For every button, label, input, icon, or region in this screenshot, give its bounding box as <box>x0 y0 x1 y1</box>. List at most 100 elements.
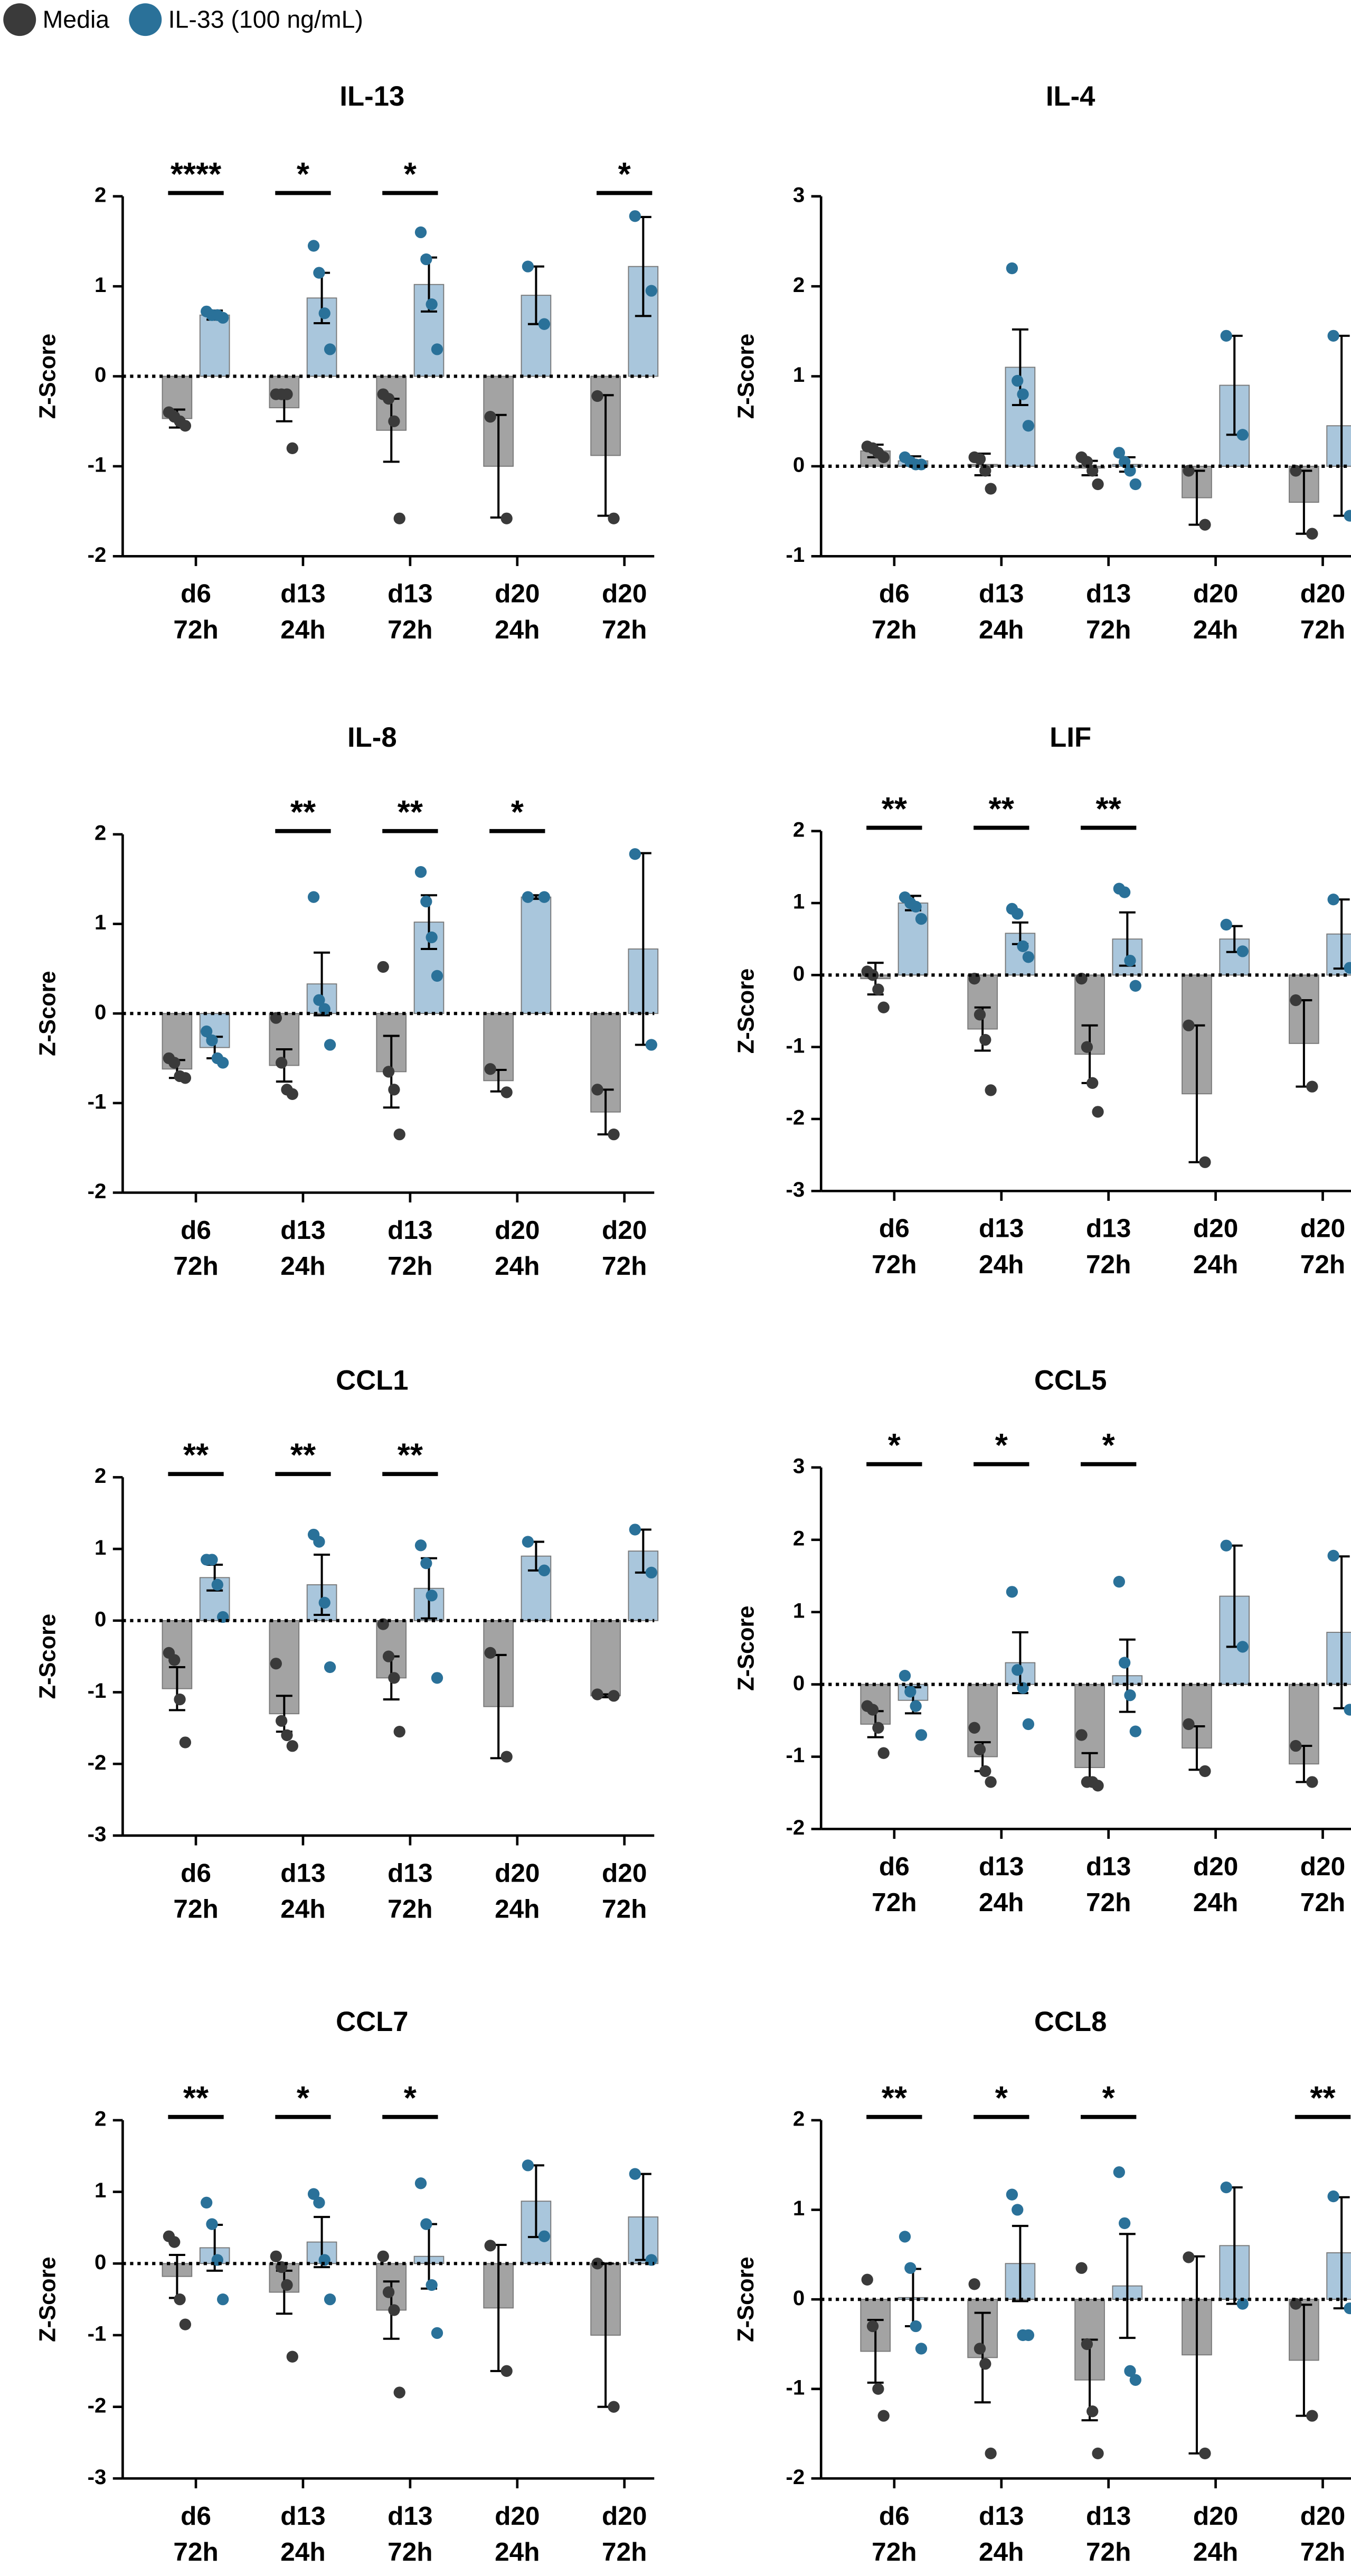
x-tick-label: d13 <box>1086 1851 1131 1881</box>
data-point <box>179 1072 192 1084</box>
data-point <box>1236 1641 1249 1653</box>
y-tick-label: 2 <box>793 1526 805 1550</box>
data-point <box>1081 2338 1093 2351</box>
data-point <box>382 2286 395 2298</box>
data-point <box>393 1128 405 1141</box>
x-tick-label: 24h <box>495 2537 540 2566</box>
data-point <box>388 2304 400 2316</box>
x-tick-label: d20 <box>495 1215 540 1245</box>
significance-label: * <box>1102 2080 1116 2117</box>
data-point <box>1236 945 1249 957</box>
x-tick-label: 24h <box>1193 1249 1238 1279</box>
legend-swatch <box>3 3 36 36</box>
data-point <box>1022 420 1035 432</box>
data-point <box>500 1086 513 1098</box>
data-point <box>286 1088 298 1100</box>
x-tick-label: 24h <box>495 1251 540 1281</box>
data-point <box>1183 1718 1195 1731</box>
data-point <box>1327 1549 1339 1562</box>
x-tick-label: 72h <box>872 1887 917 1917</box>
bar <box>1326 2252 1351 2300</box>
y-axis-label: Z-Score <box>733 969 759 1054</box>
significance-label: ** <box>398 794 423 831</box>
y-axis-label: Z-Score <box>733 334 759 419</box>
data-point <box>174 1693 186 1706</box>
y-tick-label: -2 <box>88 543 107 567</box>
y-tick-label: -1 <box>786 1743 805 1767</box>
data-point <box>1092 2447 1104 2460</box>
y-tick-label: 1 <box>95 2178 106 2202</box>
significance-label: * <box>995 2080 1008 2117</box>
data-point <box>414 2177 427 2189</box>
data-point <box>915 2343 928 2355</box>
data-point <box>1006 262 1018 275</box>
data-point <box>522 891 534 903</box>
y-tick-label: 0 <box>793 2286 805 2310</box>
data-point <box>985 1776 997 1788</box>
x-tick-label: d20 <box>1193 2501 1238 2531</box>
error-bar <box>1012 2225 1028 2302</box>
x-tick-label: d6 <box>181 1215 211 1245</box>
data-point <box>377 1618 389 1630</box>
data-point <box>974 1743 986 1756</box>
x-tick-label: 72h <box>602 1894 647 1923</box>
chart-title: LIF <box>1050 722 1091 753</box>
data-point <box>1183 2251 1195 2263</box>
x-tick-label: d13 <box>388 1215 432 1245</box>
data-point <box>1236 2298 1249 2310</box>
significance-label: * <box>297 2080 310 2117</box>
y-tick-label: -1 <box>88 1679 107 1703</box>
x-tick-label: d20 <box>495 2501 540 2531</box>
x-tick-label: 24h <box>979 615 1024 644</box>
data-point <box>377 2250 389 2262</box>
y-tick-label: -3 <box>88 2465 107 2489</box>
data-point <box>1081 456 1093 468</box>
x-tick-label: 72h <box>388 1894 432 1923</box>
bar <box>590 1620 621 1697</box>
x-tick-label: 72h <box>173 2537 218 2566</box>
data-point <box>904 1686 917 1698</box>
data-point <box>313 2196 325 2209</box>
data-point <box>313 994 325 1006</box>
x-tick-label: 72h <box>1086 1887 1131 1917</box>
x-tick-label: d20 <box>602 2501 647 2531</box>
x-tick-label: d13 <box>388 579 432 608</box>
data-point <box>1092 1106 1104 1118</box>
x-tick-label: d13 <box>280 2501 325 2531</box>
data-point <box>388 415 400 427</box>
data-point <box>270 1658 282 1670</box>
significance-label: ** <box>882 791 908 828</box>
y-tick-label: 0 <box>95 1607 106 1631</box>
data-point <box>324 343 336 355</box>
y-tick-label: 3 <box>793 183 805 206</box>
y-tick-label: 2 <box>95 183 106 206</box>
data-point <box>629 2168 641 2180</box>
data-point <box>1012 1664 1024 1676</box>
data-point <box>206 1034 218 1047</box>
significance-label: ** <box>882 2080 908 2117</box>
x-tick-label: d13 <box>280 1215 325 1245</box>
data-point <box>608 1690 620 1702</box>
y-tick-label: 1 <box>793 2196 805 2220</box>
data-point <box>915 458 928 471</box>
x-tick-label: d13 <box>979 2501 1024 2531</box>
data-point <box>866 1704 879 1716</box>
data-point <box>877 1001 890 1013</box>
data-point <box>538 891 551 903</box>
x-tick-label: 72h <box>1086 1249 1131 1279</box>
x-tick-label: 72h <box>602 615 647 644</box>
significance-label: ** <box>183 1437 209 1474</box>
x-tick-label: 72h <box>1086 2537 1131 2566</box>
data-point <box>1118 886 1131 898</box>
data-point <box>318 1596 330 1609</box>
data-point <box>1124 2365 1136 2377</box>
data-point <box>1012 2204 1024 2216</box>
data-point <box>1087 2405 1099 2418</box>
data-point <box>1344 2302 1351 2315</box>
data-point <box>1290 994 1302 1007</box>
y-tick-label: -2 <box>88 1179 107 1203</box>
y-tick-label: -2 <box>786 1816 805 1839</box>
data-point <box>420 2218 432 2230</box>
x-tick-label: 72h <box>173 615 218 644</box>
data-point <box>877 1747 890 1759</box>
